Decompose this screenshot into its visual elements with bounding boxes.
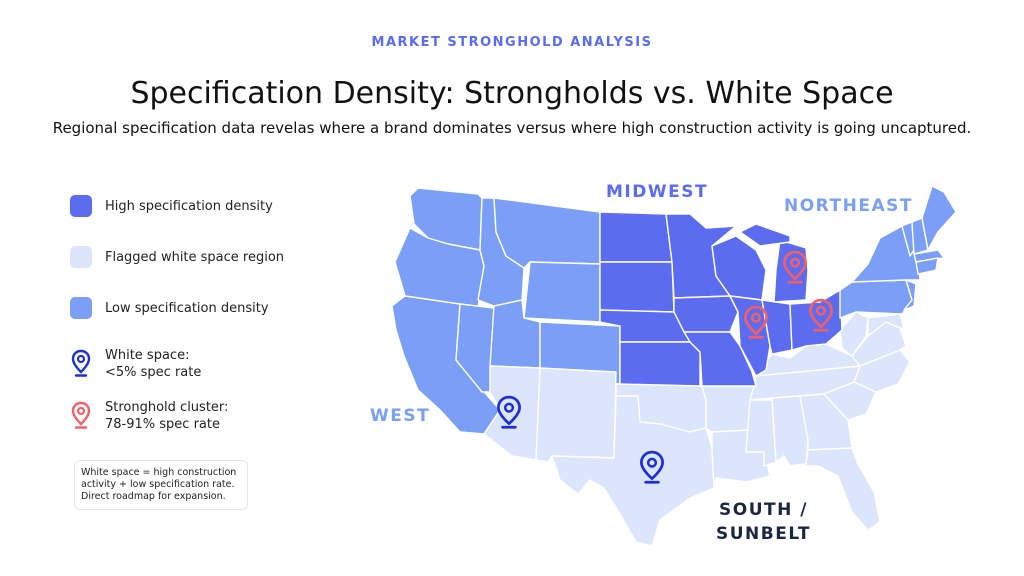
note-line-3: Direct roadmap for expansion. — [81, 491, 226, 502]
legend-swatch-white-space — [70, 246, 92, 268]
state-me — [921, 185, 957, 251]
note-line-1: White space = high construction — [81, 467, 237, 478]
region-label-south-line-1: SOUTH / — [719, 500, 808, 520]
white-space-pin-icon — [71, 349, 91, 377]
state-wi — [711, 235, 767, 301]
legend-label-low: Low specification density — [105, 300, 269, 316]
state-in — [761, 299, 793, 355]
legend-stronghold-title: Stronghold cluster: — [105, 400, 229, 415]
explanation-note: White space = high construction activity… — [74, 460, 248, 510]
state-nv — [455, 303, 495, 393]
legend-label-white-space: Flagged white space region — [105, 249, 285, 265]
region-label-south: SOUTH / SUNBELT — [716, 498, 811, 546]
legend-white-pin: White space: <5% spec rate — [70, 347, 201, 381]
legend-stronghold-pin: Stronghold cluster: 78-91% spec rate — [70, 399, 228, 433]
state-fl — [789, 447, 881, 531]
state-tx — [551, 395, 715, 547]
legend-label-high: High specification density — [105, 198, 273, 214]
eyebrow: MARKET STRONGHOLD ANALYSIS — [371, 35, 653, 50]
legend-swatch-high — [70, 195, 92, 217]
region-label-midwest: MIDWEST — [606, 182, 709, 202]
state-wy — [523, 261, 601, 323]
state-sd — [599, 261, 675, 313]
region-label-south-line-2: SUNBELT — [716, 524, 811, 544]
region-label-northeast: NORTHEAST — [784, 196, 913, 216]
state-mi-upper — [739, 223, 791, 247]
note-line-2: activity + low specification rate. — [81, 479, 235, 490]
legend-swatch-low — [70, 297, 92, 319]
state-pa — [839, 279, 913, 319]
state-mo — [683, 331, 757, 387]
stronghold-pin-icon — [71, 401, 91, 429]
state-sc — [823, 381, 877, 421]
state-ks — [619, 341, 701, 387]
state-mi-lower — [773, 239, 809, 303]
legend-white-space: Flagged white space region — [70, 246, 284, 268]
legend-high: High specification density — [70, 195, 273, 217]
state-nm — [535, 367, 617, 463]
state-mt — [493, 197, 601, 269]
legend-low: Low specification density — [70, 297, 269, 319]
state-ia — [673, 295, 739, 333]
state-nd — [599, 211, 673, 263]
region-label-west: WEST — [370, 406, 431, 426]
page-subtitle: Regional specification data revelas wher… — [52, 119, 972, 137]
state-ct-ri — [915, 257, 939, 275]
legend-white-pin-rate: <5% spec rate — [105, 365, 202, 380]
legend-stronghold-rate: 78-91% spec rate — [105, 417, 220, 432]
legend-white-pin-title: White space: — [105, 348, 190, 363]
state-nj — [903, 279, 917, 311]
page-title: Specification Density: Strongholds vs. W… — [130, 76, 894, 111]
